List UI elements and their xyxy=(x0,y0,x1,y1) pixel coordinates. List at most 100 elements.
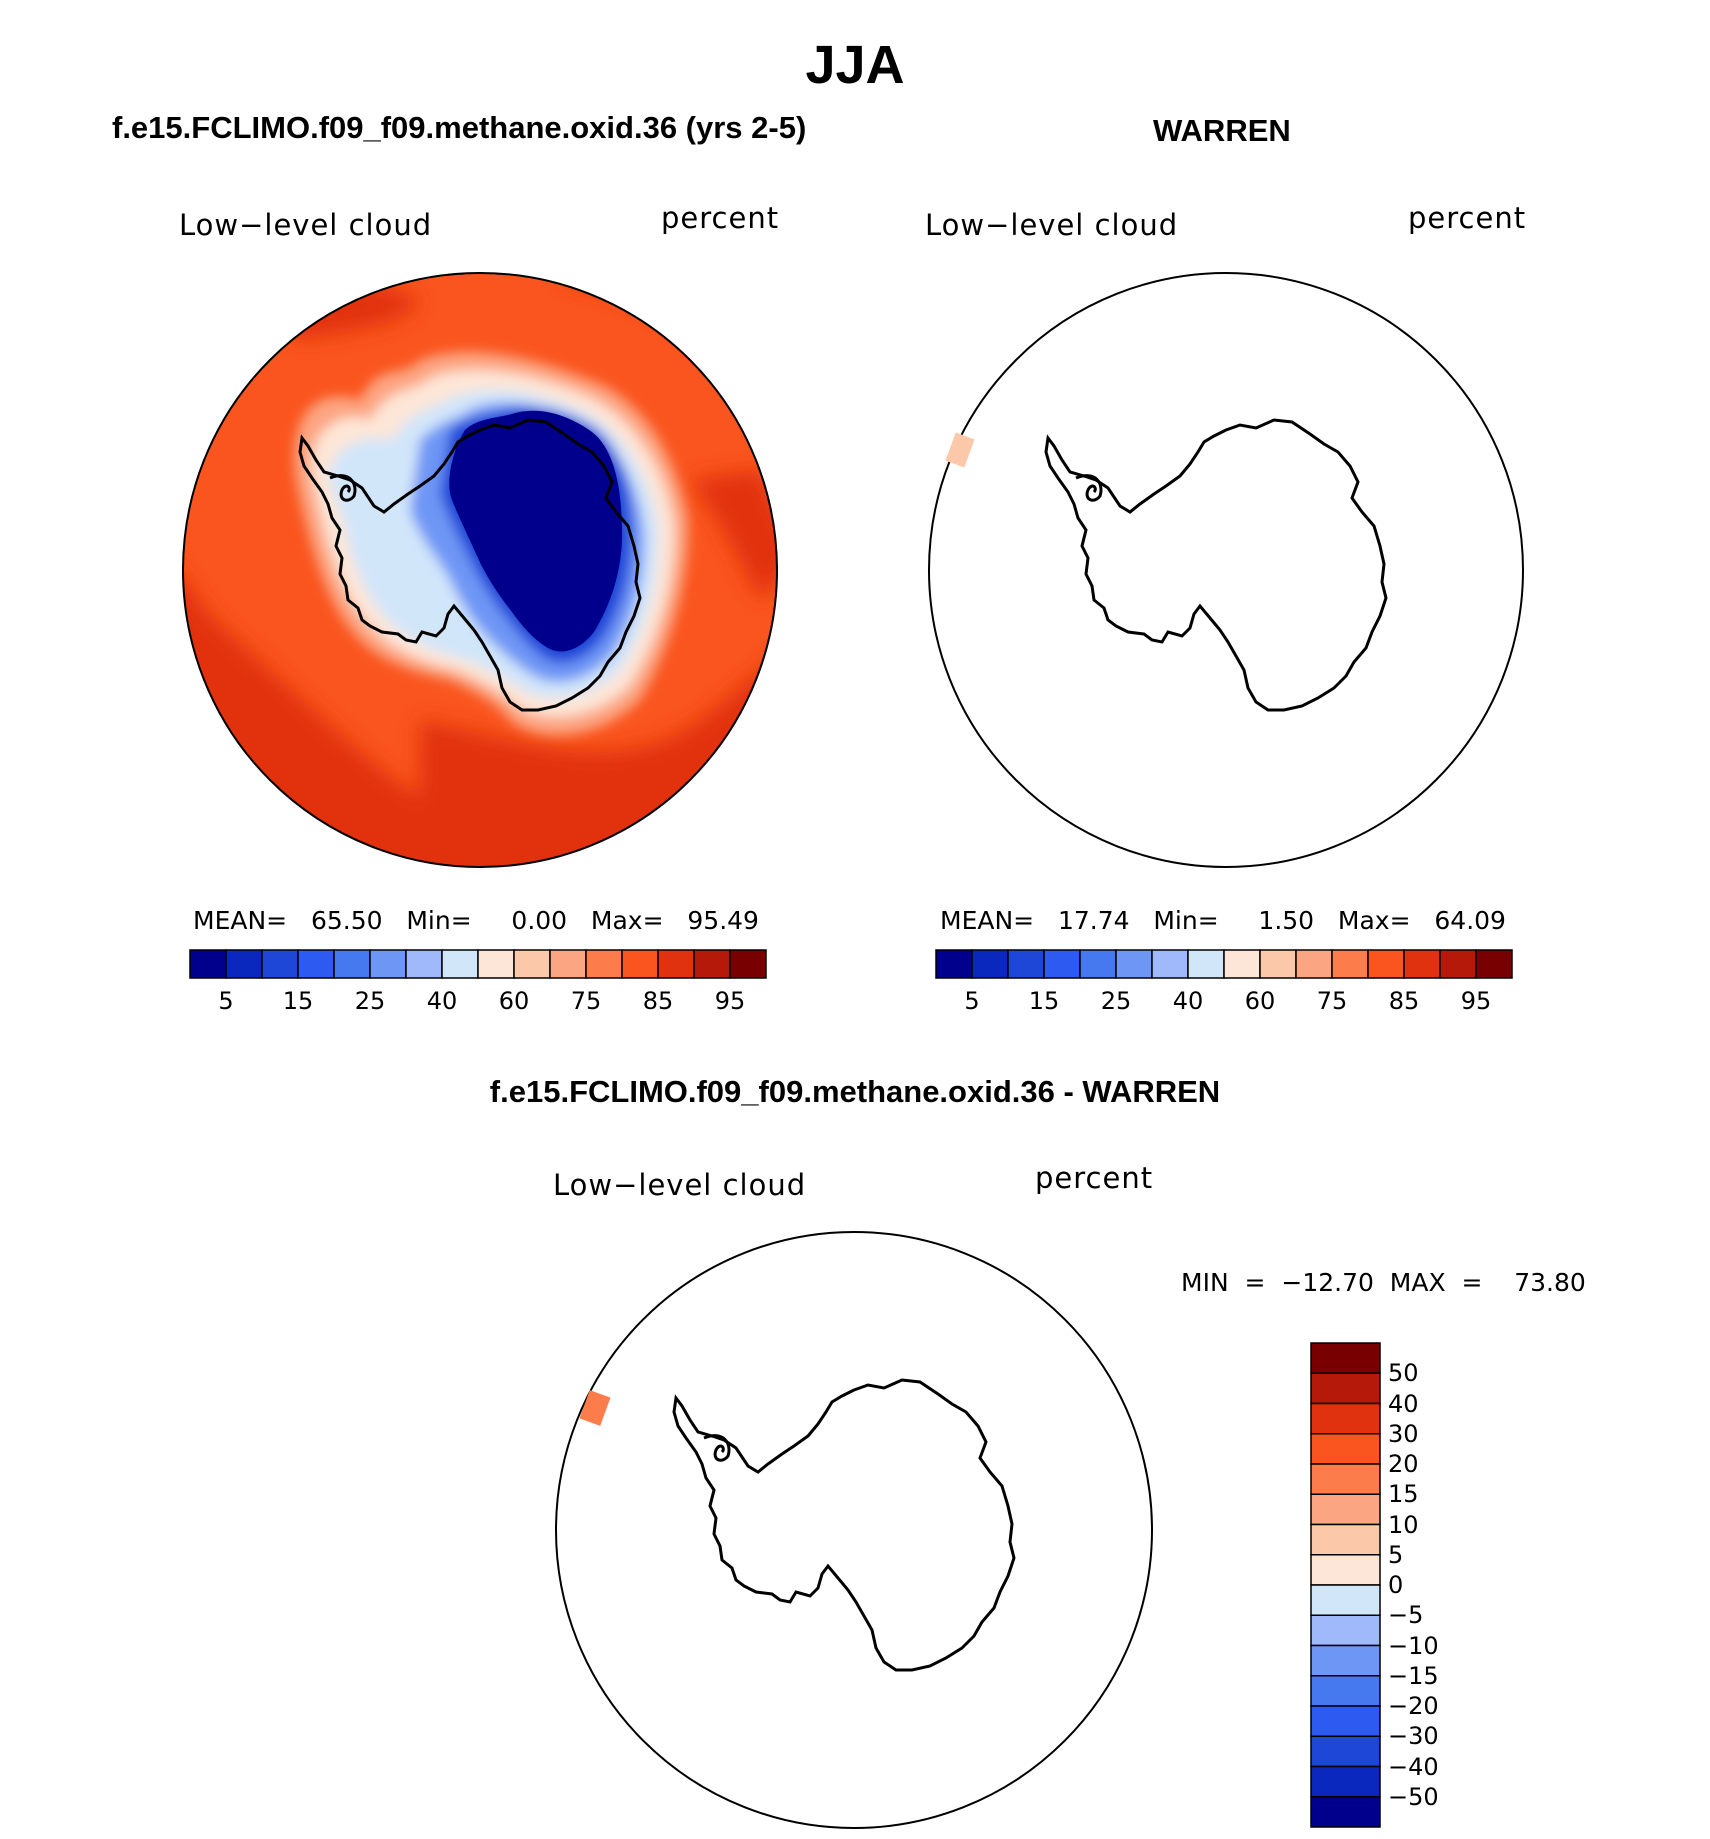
obs-globe-outline xyxy=(928,272,1524,868)
diff-globe-outline xyxy=(555,1231,1153,1829)
colorbar-swatch xyxy=(1310,1372,1381,1405)
colorbar-swatch xyxy=(1310,1554,1381,1586)
colorbar-tick-label: −10 xyxy=(1388,1631,1439,1660)
obs-variable-label: Low−level cloud xyxy=(925,208,1179,242)
colorbar-tick-label: 5 xyxy=(964,987,980,1015)
model-panel-title: f.e15.FCLIMO.f09_f09.methane.oxid.36 (yr… xyxy=(112,110,807,145)
colorbar-tick-label: 5 xyxy=(218,987,234,1015)
obs-stats: MEAN= 17.74 Min= 1.50 Max= 64.09 xyxy=(940,906,1506,935)
colorbar-swatch xyxy=(657,949,695,979)
colorbar-tick-label: 10 xyxy=(1388,1510,1419,1539)
obs-units-label: percent xyxy=(1408,201,1527,235)
colorbar-swatch xyxy=(1151,949,1189,979)
colorbar-swatch xyxy=(1007,949,1045,979)
obs-map xyxy=(928,272,1524,868)
colorbar-tick-label: 15 xyxy=(1388,1480,1419,1509)
colorbar-swatch xyxy=(621,949,659,979)
colorbar-tick-label: 40 xyxy=(426,987,458,1015)
colorbar-swatch xyxy=(261,949,299,979)
colorbar-swatch xyxy=(477,949,515,979)
colorbar-tick-label: 40 xyxy=(1388,1389,1419,1418)
colorbar-swatch xyxy=(1310,1523,1381,1556)
colorbar-swatch xyxy=(1223,949,1261,979)
colorbar-tick-label: 25 xyxy=(1100,987,1132,1015)
colorbar-swatch xyxy=(1079,949,1117,979)
colorbar-tick-label: 30 xyxy=(1388,1419,1419,1448)
colorbar-swatch xyxy=(369,949,407,979)
model-globe-outline xyxy=(182,272,778,868)
diff-variable-label: Low−level cloud xyxy=(553,1168,807,1202)
diff-map xyxy=(555,1231,1153,1829)
colorbar-tick-label: 60 xyxy=(498,987,530,1015)
colorbar-swatch xyxy=(1310,1765,1381,1798)
colorbar-tick-label: 40 xyxy=(1172,987,1204,1015)
colorbar-tick-label: 20 xyxy=(1388,1450,1419,1478)
diff-data-cell xyxy=(579,1390,611,1426)
colorbar-swatch xyxy=(971,949,1009,979)
model-plateau-core xyxy=(449,410,622,652)
colorbar-tick-label: 0 xyxy=(1388,1571,1404,1599)
colorbar-swatch xyxy=(1310,1705,1381,1737)
colorbar-swatch xyxy=(1310,1584,1381,1616)
colorbar-swatch xyxy=(1310,1796,1381,1828)
colorbar-swatch xyxy=(693,949,731,979)
colorbar-tick-label: −40 xyxy=(1388,1752,1439,1781)
colorbar-swatch xyxy=(1310,1735,1381,1768)
diff-colorbar xyxy=(1310,1342,1381,1828)
model-units-label: percent xyxy=(661,201,780,235)
colorbar-swatch xyxy=(1187,949,1225,979)
colorbar-tick-label: 60 xyxy=(1244,987,1276,1015)
colorbar-swatch xyxy=(1310,1402,1381,1435)
diff-stats: MIN = −12.70 MAX = 73.80 xyxy=(1181,1268,1586,1297)
colorbar-tick-label: −15 xyxy=(1388,1661,1439,1690)
colorbar-swatch xyxy=(1259,949,1297,979)
colorbar-swatch xyxy=(1115,949,1153,979)
colorbar-swatch xyxy=(1439,949,1477,979)
obs-colorbar xyxy=(935,949,1513,979)
colorbar-swatch xyxy=(441,949,479,979)
colorbar-tick-label: 75 xyxy=(570,987,602,1015)
colorbar-swatch xyxy=(1310,1342,1381,1374)
colorbar-tick-label: 15 xyxy=(1028,987,1060,1015)
colorbar-swatch xyxy=(297,949,335,979)
colorbar-tick-label: 75 xyxy=(1316,987,1348,1015)
colorbar-swatch xyxy=(1310,1493,1381,1526)
colorbar-swatch xyxy=(513,949,551,979)
colorbar-swatch xyxy=(405,949,443,979)
colorbar-swatch xyxy=(1310,1433,1381,1465)
colorbar-swatch xyxy=(1331,949,1369,979)
model-map xyxy=(183,273,777,867)
colorbar-tick-label: 5 xyxy=(1388,1540,1404,1569)
diff-panel-title: f.e15.FCLIMO.f09_f09.methane.oxid.36 - W… xyxy=(489,1074,1221,1109)
colorbar-swatch xyxy=(935,949,973,979)
colorbar-tick-label: 95 xyxy=(1460,987,1492,1015)
colorbar-swatch xyxy=(1310,1675,1381,1707)
obs-panel-title: WARREN xyxy=(1153,113,1291,148)
colorbar-tick-label: 25 xyxy=(354,987,386,1015)
colorbar-swatch xyxy=(225,949,263,979)
colorbar-swatch xyxy=(1043,949,1081,979)
colorbar-swatch xyxy=(1310,1644,1381,1677)
colorbar-swatch xyxy=(333,949,371,979)
colorbar-swatch xyxy=(585,949,623,979)
model-variable-label: Low−level cloud xyxy=(179,208,433,242)
main-title: JJA xyxy=(805,35,905,95)
colorbar-tick-label: 85 xyxy=(642,987,674,1015)
colorbar-tick-label: −20 xyxy=(1388,1692,1439,1720)
colorbar-tick-label: 85 xyxy=(1388,987,1420,1015)
colorbar-swatch xyxy=(549,949,587,979)
colorbar-swatch xyxy=(1475,949,1513,979)
colorbar-tick-label: −50 xyxy=(1388,1782,1439,1811)
colorbar-tick-label: 50 xyxy=(1388,1359,1419,1388)
colorbar-swatch xyxy=(1403,949,1441,979)
colorbar-tick-label: −30 xyxy=(1388,1722,1439,1751)
model-colorbar xyxy=(189,949,767,979)
model-stats: MEAN= 65.50 Min= 0.00 Max= 95.49 xyxy=(193,906,759,935)
colorbar-swatch xyxy=(189,949,227,979)
colorbar-swatch xyxy=(729,949,767,979)
colorbar-tick-label: 95 xyxy=(714,987,746,1015)
colorbar-swatch xyxy=(1295,949,1333,979)
colorbar-swatch xyxy=(1310,1614,1381,1647)
colorbar-swatch xyxy=(1367,949,1405,979)
